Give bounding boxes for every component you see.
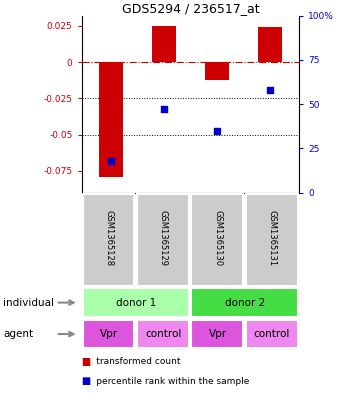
- Text: GSM1365131: GSM1365131: [268, 210, 276, 266]
- Point: [108, 158, 114, 164]
- Text: control: control: [254, 329, 290, 339]
- Text: ■  percentile rank within the sample: ■ percentile rank within the sample: [82, 377, 249, 386]
- Text: Vpr: Vpr: [100, 329, 118, 339]
- Text: GSM1365129: GSM1365129: [159, 210, 168, 266]
- Bar: [191, 193, 243, 286]
- Text: agent: agent: [3, 329, 34, 339]
- Bar: [205, 62, 229, 79]
- Bar: [137, 193, 189, 286]
- Bar: [137, 320, 189, 348]
- Text: ■: ■: [82, 356, 91, 367]
- Bar: [246, 193, 298, 286]
- Point: [161, 107, 167, 113]
- Point: [214, 128, 220, 134]
- Bar: [152, 26, 176, 62]
- Text: ■  transformed count: ■ transformed count: [82, 357, 180, 366]
- Bar: [83, 320, 134, 348]
- Text: ■: ■: [82, 376, 91, 386]
- Bar: [191, 288, 298, 317]
- Bar: [83, 288, 189, 317]
- Text: GSM1365130: GSM1365130: [213, 210, 222, 266]
- Bar: [246, 320, 298, 348]
- Text: control: control: [145, 329, 181, 339]
- Bar: [83, 193, 134, 286]
- Point: [267, 87, 273, 93]
- Bar: [99, 62, 123, 176]
- Bar: [258, 28, 282, 62]
- Text: individual: individual: [3, 298, 54, 308]
- Text: donor 1: donor 1: [116, 298, 156, 308]
- Text: donor 2: donor 2: [225, 298, 265, 308]
- Title: GDS5294 / 236517_at: GDS5294 / 236517_at: [122, 2, 259, 15]
- Text: GSM1365128: GSM1365128: [104, 210, 113, 266]
- Bar: [191, 320, 243, 348]
- Text: Vpr: Vpr: [208, 329, 227, 339]
